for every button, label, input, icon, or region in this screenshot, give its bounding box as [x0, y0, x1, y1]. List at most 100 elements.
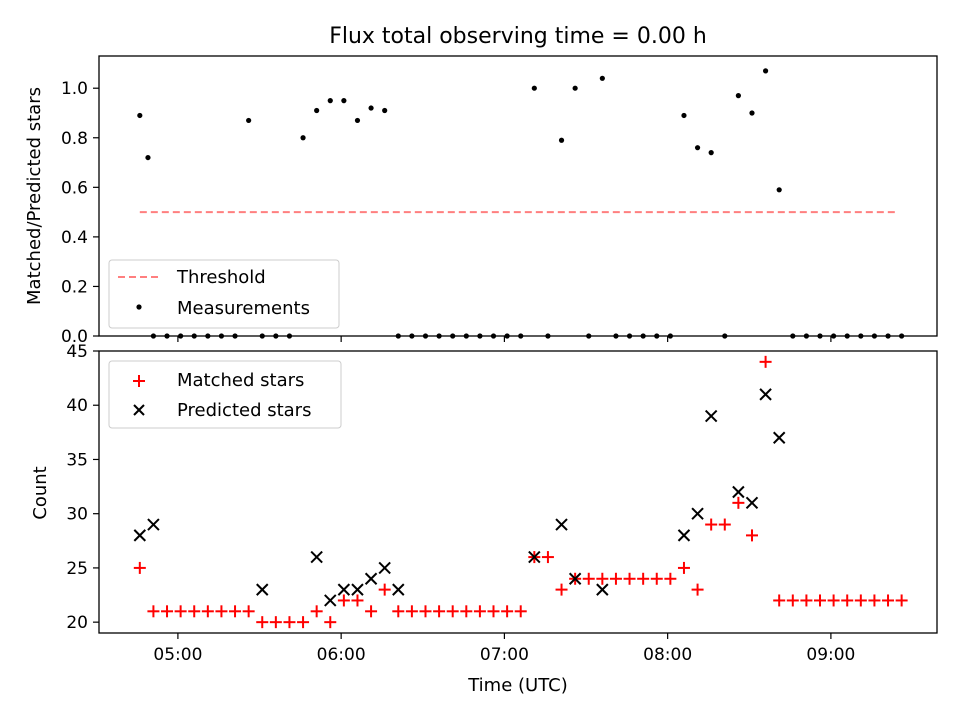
- measurement-point: [178, 333, 184, 339]
- legend-measurements-label: Measurements: [177, 298, 310, 319]
- matched-star-point: [242, 605, 255, 618]
- matched-star-point: [269, 616, 282, 629]
- matched-star-point: [419, 605, 432, 618]
- measurement-point: [205, 333, 211, 339]
- matched-star-point: [800, 594, 813, 607]
- matched-star-point: [201, 605, 214, 618]
- measurement-point: [150, 333, 157, 339]
- x-tick-label: 07:00: [480, 645, 529, 665]
- matched-star-point: [378, 583, 391, 596]
- measurement-point: [776, 187, 782, 193]
- legend-matched-label: Matched stars: [177, 370, 304, 391]
- x-tick-label: 09:00: [806, 645, 855, 665]
- measurement-point: [735, 93, 741, 99]
- legend-measurements-swatch: [136, 304, 142, 310]
- predicted-star-point: [528, 550, 541, 564]
- x-tick-label: 06:00: [317, 645, 366, 665]
- matched-star-point: [460, 605, 473, 618]
- y-tick-label: 20: [66, 613, 88, 633]
- matched-star-point: [405, 605, 418, 618]
- matched-star-point: [895, 594, 908, 607]
- matched-star-point: [174, 605, 187, 618]
- measurement-point: [314, 107, 320, 114]
- count-series: [133, 355, 908, 629]
- matched-star-point: [677, 561, 690, 574]
- ratio-series: [137, 68, 905, 339]
- predicted-star-point: [256, 583, 269, 596]
- count-panel-frame: [98, 350, 938, 634]
- measurement-point: [858, 333, 864, 339]
- matched-star-point: [133, 561, 146, 574]
- matched-star-point: [297, 616, 310, 629]
- y-tick-label: 0.8: [61, 129, 88, 149]
- matched-star-point: [555, 583, 568, 596]
- count-panel: Count Time (UTC) 20 25 30 35 40 45 05:00 06:00…: [30, 342, 938, 696]
- count-legend-box: [108, 360, 342, 429]
- measurement-point: [145, 154, 151, 161]
- matched-star-point: [718, 518, 731, 531]
- measurement-point: [354, 117, 361, 124]
- matched-star-point: [256, 616, 269, 629]
- matched-star-point: [337, 594, 350, 607]
- measurement-point: [191, 333, 197, 339]
- y-tick-label: 30: [66, 505, 88, 525]
- matched-star-point: [705, 518, 718, 531]
- matched-star-point: [691, 583, 704, 596]
- matched-star-point: [161, 605, 174, 618]
- y-tick-label: 40: [66, 396, 88, 416]
- measurement-point: [463, 333, 469, 339]
- predicted-star-point: [745, 496, 759, 510]
- measurement-point: [477, 333, 483, 339]
- count-legend: Matched stars Predicted stars: [108, 360, 342, 429]
- measurement-point: [762, 68, 769, 74]
- measurement-point: [613, 333, 619, 339]
- measurement-point: [137, 112, 143, 119]
- matched-star-point: [609, 572, 622, 585]
- ratio-legend-box: [108, 259, 340, 329]
- measurement-point: [844, 333, 850, 339]
- matched-star-point: [215, 605, 228, 618]
- x-tick-label: 05:00: [153, 645, 202, 665]
- measurement-point: [422, 333, 429, 339]
- matched-star-point: [433, 605, 446, 618]
- x-tick-label: 08:00: [643, 645, 692, 665]
- y-tick-label: 0.0: [61, 327, 88, 347]
- y-tick-label: 0.4: [61, 228, 88, 248]
- matched-star-point: [759, 355, 772, 368]
- matched-star-point: [854, 594, 867, 607]
- matched-star-point: [814, 594, 827, 607]
- ratio-panel-frame: [98, 55, 938, 337]
- matched-star-point: [827, 594, 840, 607]
- matched-star-point: [487, 605, 500, 618]
- measurement-point: [436, 333, 442, 339]
- predicted-star-point: [310, 550, 323, 564]
- measurement-point: [382, 107, 388, 114]
- predicted-star-point: [337, 583, 351, 596]
- matched-star-point: [745, 529, 758, 542]
- matched-star-point: [283, 616, 296, 629]
- matched-star-point: [365, 605, 378, 618]
- count-y-label: Count: [30, 466, 51, 519]
- y-tick-label: 25: [66, 559, 88, 579]
- predicted-star-point: [596, 583, 609, 596]
- measurement-point: [164, 333, 170, 339]
- matched-star-point: [732, 496, 745, 509]
- y-tick-label: 0.2: [61, 277, 88, 297]
- measurement-point: [749, 110, 755, 116]
- measurement-point: [259, 333, 265, 339]
- matched-star-point: [446, 605, 459, 618]
- matched-star-point: [882, 594, 895, 607]
- measurement-point: [831, 333, 837, 339]
- matched-star-point: [473, 605, 486, 618]
- measurement-point: [817, 333, 823, 339]
- measurement-point: [654, 333, 660, 339]
- predicted-star-point: [568, 572, 582, 585]
- measurement-point: [871, 333, 878, 339]
- measurement-point: [504, 333, 510, 339]
- measurement-point: [885, 333, 891, 339]
- predicted-star-point: [704, 409, 718, 423]
- matched-star-point: [773, 594, 786, 607]
- predicted-star-point: [133, 529, 147, 542]
- matched-star-point: [650, 572, 663, 585]
- count-x-ticks: 05:00 06:00 07:00 08:00 09:00: [153, 633, 855, 665]
